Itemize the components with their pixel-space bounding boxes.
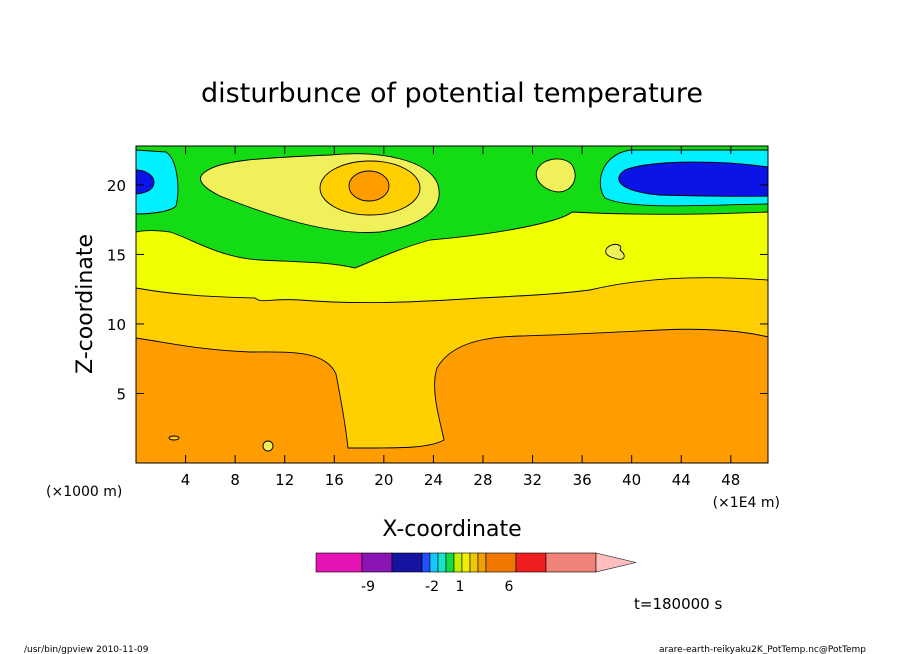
x-tick-label: 4: [181, 471, 191, 489]
colorbar-tick-label: -2: [425, 579, 439, 595]
colorbar-swatch: [391, 552, 423, 573]
colorbar-tick-label: 6: [505, 579, 514, 595]
colorbar-swatch: [315, 552, 363, 573]
y-tick-label: 5: [116, 385, 126, 403]
region-blue-left: [136, 170, 154, 194]
x-tick-label: 44: [672, 471, 691, 489]
colorbar-swatch: [515, 552, 547, 573]
footer-right: arare-earth-reikyaku2K_PotTemp.nc@PotTem…: [659, 645, 866, 654]
x-axis: 4 8 12 16 20 24 28 32 36 40 44 48: [181, 146, 740, 489]
x-unit-left: (×1000 m): [46, 484, 122, 500]
colorbar-swatch: [477, 552, 487, 573]
colorbar-tick-label: 1: [456, 579, 465, 595]
plot-frame: [135, 145, 769, 464]
contour-lines: [136, 149, 768, 452]
region-yellow-blob-right: [536, 158, 576, 192]
y-axis-label: Z-coordinate: [73, 234, 98, 374]
x-tick-label: 20: [374, 471, 393, 489]
colorbar-tick-label: -9: [361, 579, 375, 595]
x-tick-label: 40: [622, 471, 641, 489]
x-tick-label: 36: [573, 471, 592, 489]
region-blue-right: [618, 162, 768, 197]
colorbar-swatch: [421, 552, 431, 573]
y-tick-label: 20: [107, 177, 126, 195]
x-tick-label: 16: [325, 471, 344, 489]
x-unit-right: (×1E4 m): [713, 495, 780, 511]
colorbar-swatch: [429, 552, 439, 573]
x-tick-label: 24: [424, 471, 443, 489]
x-tick-label: 32: [523, 471, 542, 489]
x-tick-label: 48: [721, 471, 740, 489]
region-tiny-2: [263, 441, 273, 451]
x-tick-label: 28: [473, 471, 492, 489]
region-orange-core: [349, 171, 389, 201]
colorbar-swatch: [445, 552, 455, 573]
plot-area: [135, 145, 769, 464]
y-axis: 5 10 15 20: [107, 177, 768, 403]
chart-title: disturbunce of potential temperature: [201, 78, 703, 109]
x-tick-label: 8: [230, 471, 240, 489]
time-label: t=180000 s: [634, 595, 722, 613]
colorbar-arrow: [595, 552, 637, 573]
region-cyan-left: [136, 150, 178, 214]
region-tiny-1: [169, 436, 179, 440]
colorbar-swatch: [461, 552, 471, 573]
y-tick-label: 10: [107, 316, 126, 334]
colorbar-swatch: [361, 552, 393, 573]
colorbar-swatch: [437, 552, 447, 573]
colorbar-swatch: [469, 552, 479, 573]
y-tick-label: 15: [107, 246, 126, 264]
x-tick-label: 12: [275, 471, 294, 489]
colorbar-swatch: [545, 552, 597, 573]
region-small-blob: [605, 244, 625, 260]
colorbar-swatch: [453, 552, 463, 573]
colorbar: -9 -2 1 6: [315, 552, 637, 595]
x-axis-label: X-coordinate: [382, 517, 521, 542]
footer-left: /usr/bin/gpview 2010-11-09: [24, 645, 149, 654]
colorbar-swatch: [485, 552, 517, 573]
